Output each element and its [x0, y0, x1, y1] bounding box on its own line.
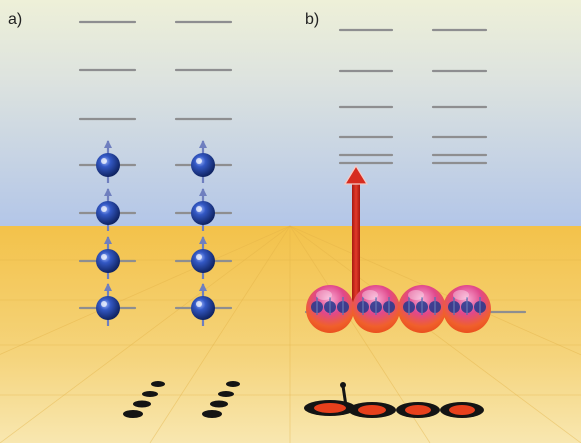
- spin-up-atom-icon: [96, 188, 120, 231]
- condensed-atom-icon: [306, 285, 354, 333]
- atom-shadow: [151, 381, 165, 387]
- atom-shadow: [358, 405, 386, 415]
- spin-up-atom-icon: [191, 283, 215, 326]
- spin-up-atom-icon: [96, 283, 120, 326]
- up-arrow-icon: [343, 164, 369, 308]
- atom-shadow: [218, 391, 234, 397]
- panel-b-label: b): [305, 11, 320, 28]
- spin-up-atom-icon: [191, 236, 215, 279]
- panel-a-label: a): [8, 11, 23, 28]
- atom-shadow: [123, 410, 143, 418]
- sky-background: [0, 0, 581, 226]
- panel-b-atoms: [306, 285, 491, 333]
- atom-shadow: [449, 405, 475, 415]
- condensed-atom-icon: [398, 285, 446, 333]
- spin-up-atom-icon: [96, 236, 120, 279]
- spin-up-atom-icon: [191, 188, 215, 231]
- atom-shadow: [142, 391, 158, 397]
- atom-shadow: [226, 381, 240, 387]
- panel-b-shadows: [304, 382, 484, 418]
- arrow-shadow: [340, 382, 346, 388]
- atom-shadow: [133, 400, 151, 408]
- spin-up-atom-icon: [96, 140, 120, 183]
- atom-shadow: [314, 403, 346, 413]
- condensed-atom-icon: [443, 285, 491, 333]
- floor-background: [0, 226, 581, 443]
- atom-shadow: [210, 400, 228, 408]
- atom-shadow: [405, 405, 431, 415]
- spin-up-atom-icon: [191, 140, 215, 183]
- panel-a-atoms: [96, 140, 215, 326]
- condensed-atom-icon: [352, 285, 400, 333]
- atom-shadow: [202, 410, 222, 418]
- panel-a-shadows: [123, 381, 240, 418]
- arrow-shadow: [341, 385, 348, 407]
